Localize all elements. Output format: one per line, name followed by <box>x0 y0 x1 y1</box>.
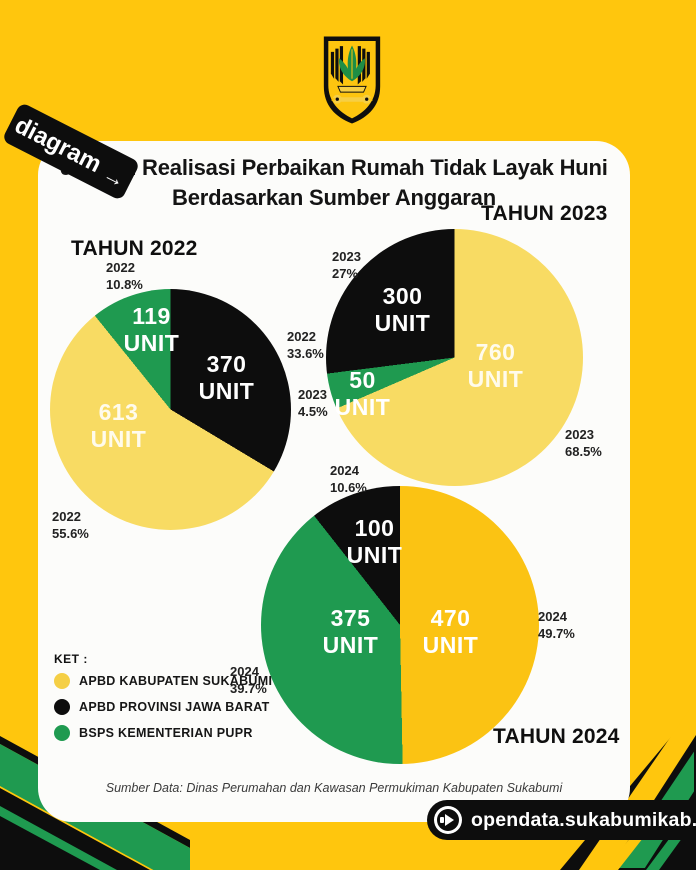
chart-card: Jumlah Realisasi Perbaikan Rumah Tidak L… <box>38 141 630 822</box>
callout-2022-green: 2022 10.8% <box>106 260 143 292</box>
callout-2023-green: 2023 4.5% <box>298 387 328 419</box>
pie-chart-2022 <box>50 289 291 530</box>
callout-2023-black: 2023 27% <box>332 249 361 281</box>
arrow-right-icon: → <box>99 160 131 193</box>
black-circle-icon <box>54 699 70 715</box>
sukabumi-coat-of-arms-logo <box>323 36 381 124</box>
callout-2022-black: 2022 33.6% <box>287 329 324 361</box>
slice-label-370-unit: 370 UNIT <box>198 351 255 405</box>
callout-2024-yellow: 2024 49.7% <box>538 609 575 641</box>
slice-label-760-unit: 760 UNIT <box>467 339 524 393</box>
legend-item-apbd-provinsi: APBD PROVINSI JAWA BARAT <box>54 699 272 715</box>
green-circle-icon <box>54 725 70 741</box>
callout-2024-green: 2024 39.7% <box>230 664 267 696</box>
slice-label-50-unit: 50 UNIT <box>334 367 391 421</box>
page-title-line2: Berdasarkan Sumber Anggaran <box>172 184 496 210</box>
slice-label-470-unit: 470 UNIT <box>422 605 479 659</box>
legend-heading: KET : <box>54 652 88 666</box>
data-source-note: Sumber Data: Dinas Perumahan dan Kawasan… <box>105 781 563 795</box>
year-heading-2024: TAHUN 2024 <box>493 725 620 748</box>
slice-label-100-unit: 100 UNIT <box>346 515 403 569</box>
wrench-icon <box>331 94 373 104</box>
page-title: Jumlah Realisasi Perbaikan Rumah Tidak L… <box>38 153 630 212</box>
opendata-url[interactable]: opendata.sukabumikab.go.id <box>471 808 696 831</box>
opendata-link-pill[interactable]: opendata.sukabumikab.go.id <box>427 800 696 840</box>
pie-chart-2023 <box>326 229 583 486</box>
legend: KET : APBD KABUPATEN SUKABUMI APBD PROVI… <box>54 652 272 751</box>
slice-label-300-unit: 300 UNIT <box>374 283 431 337</box>
slice-label-613-unit: 613 UNIT <box>90 399 147 453</box>
callout-2024-black: 2024 10.6% <box>330 463 367 495</box>
diagram-badge-label: diagram <box>10 111 107 178</box>
pie-chart-2024 <box>261 486 539 764</box>
slice-label-375-unit: 375 UNIT <box>322 605 379 659</box>
year-heading-2022: TAHUN 2022 <box>71 237 198 260</box>
callout-2023-yellow: 2023 68.5% <box>565 427 602 459</box>
callout-2022-yellow: 2022 55.6% <box>52 509 89 541</box>
yellow-circle-icon <box>54 673 70 689</box>
year-heading-2023: TAHUN 2023 <box>481 202 608 225</box>
slice-label-119-unit: 119 UNIT <box>123 303 180 357</box>
page-title-line1: Jumlah Realisasi Perbaikan Rumah Tidak L… <box>60 155 608 180</box>
banner-ribbon <box>337 85 367 93</box>
legend-item-apbd-kabupaten: APBD KABUPATEN SUKABUMI <box>54 673 272 689</box>
play-circle-icon <box>434 806 462 834</box>
legend-item-bsps-pupr: BSPS KEMENTERIAN PUPR <box>54 725 272 741</box>
